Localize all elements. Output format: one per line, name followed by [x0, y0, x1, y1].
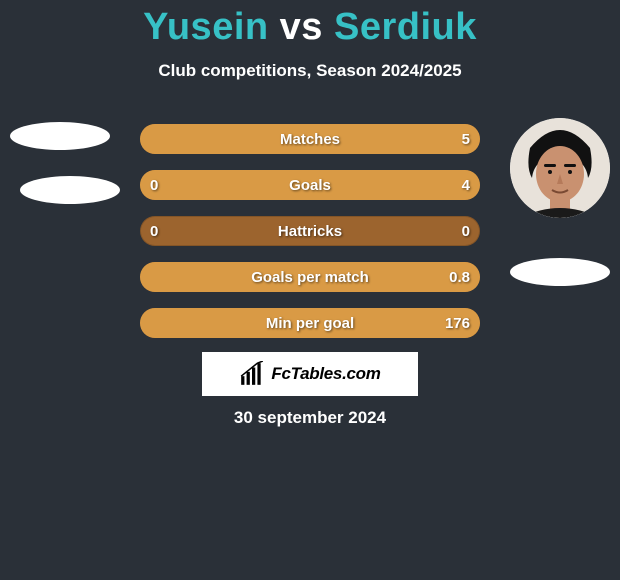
- stat-right-value: 176: [445, 308, 470, 338]
- player1-avatar-placeholder: [10, 122, 110, 150]
- stat-row: Min per goal176: [140, 308, 480, 338]
- avatar-image: [510, 118, 610, 218]
- stat-right-value: 0: [462, 216, 470, 246]
- player1-team-badge: [20, 176, 120, 204]
- stat-label: Matches: [140, 124, 480, 154]
- stat-right-value: 4: [462, 170, 470, 200]
- brand-text: FcTables.com: [271, 364, 380, 384]
- vs-text: vs: [280, 6, 323, 48]
- player2-team-badge: [510, 258, 610, 286]
- stat-label: Goals per match: [140, 262, 480, 292]
- stat-label: Hattricks: [140, 216, 480, 246]
- player1-name: Yusein: [143, 6, 269, 48]
- page-title: Yusein vs Serdiuk: [0, 0, 620, 49]
- subtitle: Club competitions, Season 2024/2025: [0, 61, 620, 81]
- stat-row: Matches5: [140, 124, 480, 154]
- stat-label: Min per goal: [140, 308, 480, 338]
- stat-row: 0Hattricks0: [140, 216, 480, 246]
- player2-name: Serdiuk: [334, 6, 477, 48]
- brand-logo[interactable]: FcTables.com: [202, 352, 418, 396]
- stat-label: Goals: [140, 170, 480, 200]
- stat-right-value: 0.8: [449, 262, 470, 292]
- stat-right-value: 5: [462, 124, 470, 154]
- stat-row: Goals per match0.8: [140, 262, 480, 292]
- date-text: 30 september 2024: [0, 408, 620, 428]
- chart-icon: [239, 361, 265, 387]
- stat-row: 0Goals4: [140, 170, 480, 200]
- comparison-card: Yusein vs Serdiuk Club competitions, Sea…: [0, 0, 620, 450]
- player2-avatar: [510, 118, 610, 218]
- stat-rows: Matches50Goals40Hattricks0Goals per matc…: [140, 124, 480, 354]
